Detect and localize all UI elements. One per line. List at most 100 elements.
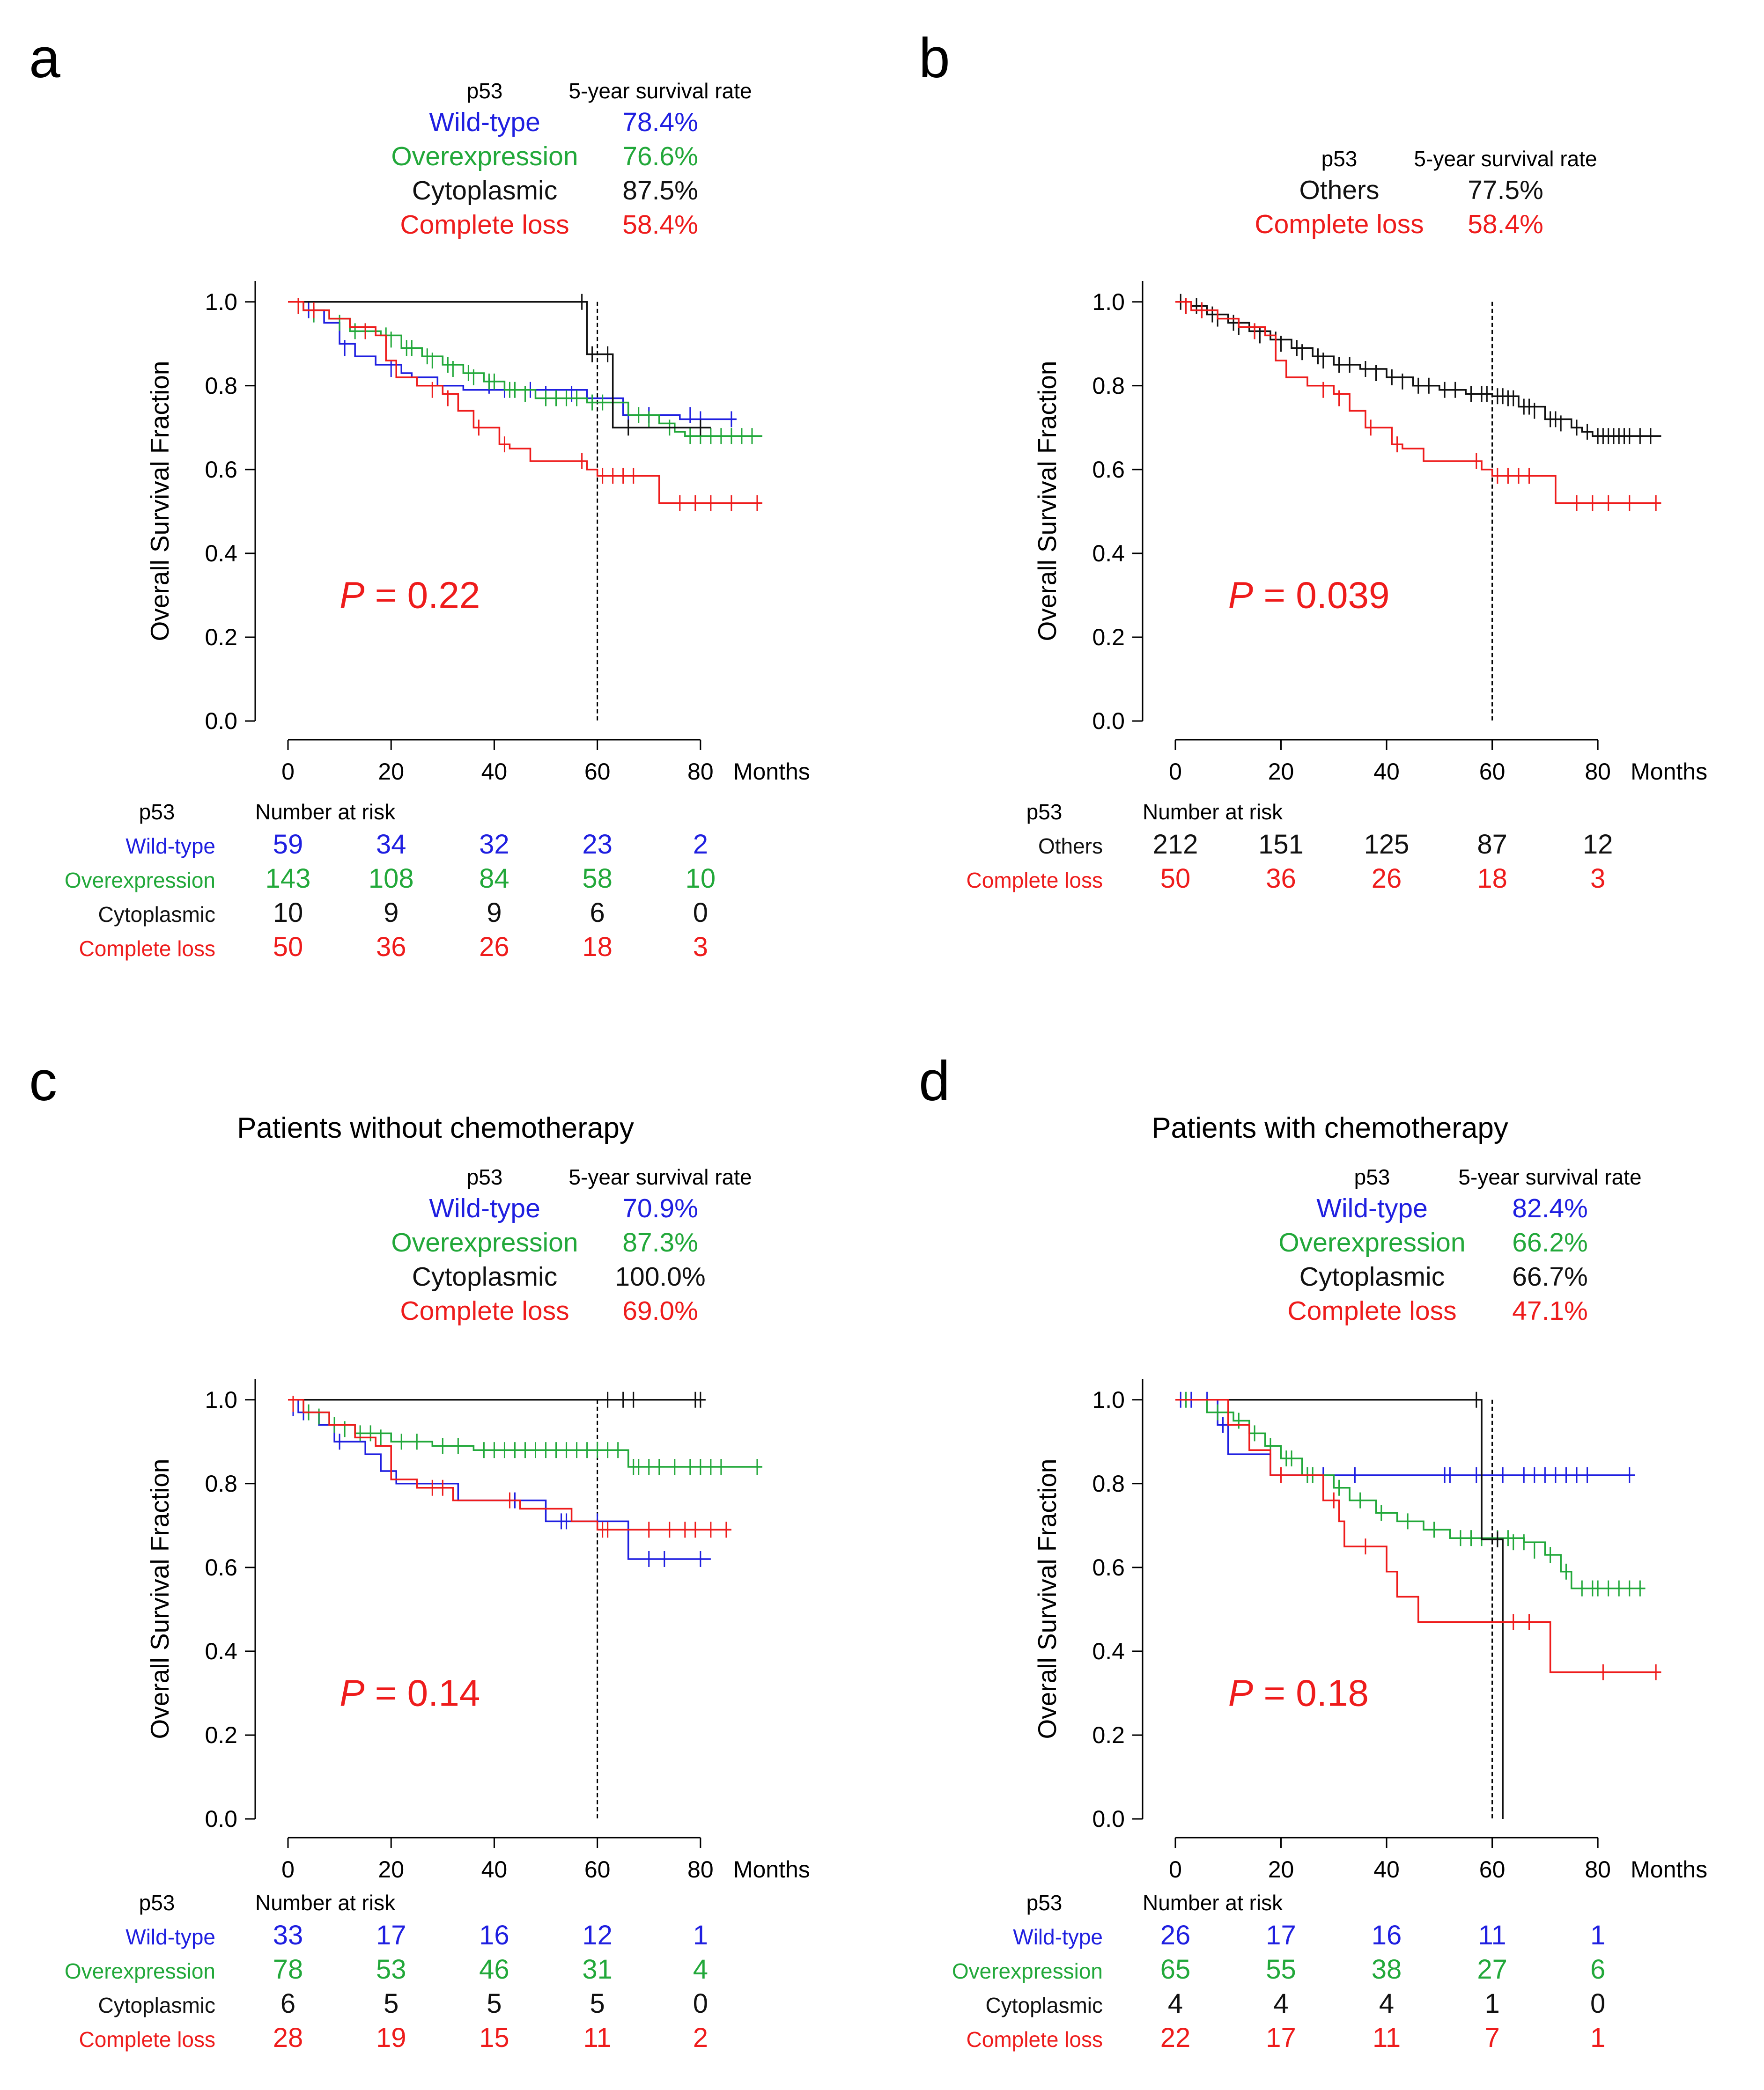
x-tick-label: 0 [1169, 758, 1182, 785]
y-tick-label: 0.8 [1092, 373, 1125, 399]
legend-entry-rate: 47.1% [1512, 1296, 1588, 1326]
x-tick-label: 40 [481, 758, 508, 785]
legend-entry-rate: 58.4% [1468, 209, 1543, 239]
risk-count: 4 [1379, 1988, 1394, 2019]
x-tick-label: 20 [1268, 1856, 1294, 1883]
panel-letter: b [919, 27, 950, 89]
legend-header-rate: 5-year survival rate [568, 79, 752, 103]
risk-count: 10 [686, 863, 716, 894]
risk-count: 0 [693, 898, 708, 928]
risk-count: 212 [1153, 829, 1198, 860]
legend-entry-name: Complete loss [400, 210, 569, 240]
risk-count: 0 [1590, 1988, 1605, 2019]
chart-title: Patients with chemotherapy [1151, 1112, 1508, 1144]
risk-count: 6 [1590, 1954, 1605, 1985]
legend-entry-name: Overexpression [1278, 1228, 1465, 1258]
x-tick-label: 60 [1479, 758, 1506, 785]
x-tick-label: 60 [584, 758, 611, 785]
p-value-number: = 0.18 [1253, 1672, 1369, 1714]
risk-count: 36 [376, 932, 406, 962]
x-axis-label: Months [733, 758, 810, 785]
y-tick-label: 1.0 [1092, 1387, 1125, 1413]
y-tick-label: 0.4 [1092, 1638, 1125, 1664]
risk-count: 11 [1373, 2023, 1401, 2053]
p-value-symbol: P [340, 574, 364, 616]
risk-count: 50 [1160, 863, 1191, 894]
legend-entry-name: Wild-type [429, 107, 540, 137]
survival-curve-loss [288, 301, 762, 504]
p-value-number: = 0.22 [364, 574, 480, 616]
legend-entry-rate: 66.2% [1512, 1228, 1588, 1258]
y-tick-label: 0.6 [1092, 1554, 1125, 1581]
risk-count: 22 [1160, 2023, 1191, 2053]
x-tick-label: 20 [1268, 758, 1294, 785]
risk-count: 2 [693, 829, 708, 860]
panel-a: a p53 5-year survival rate Wild-type 78.4% Ov… [29, 27, 810, 962]
legend-entry-rate: 70.9% [622, 1193, 698, 1223]
panel-d: d Patients with chemotherapy p53 5-year sur… [919, 1050, 1707, 2053]
legend-entry-name: Complete loss [1255, 209, 1424, 239]
legend-entry-rate: 66.7% [1512, 1262, 1588, 1292]
risk-count: 50 [273, 932, 303, 962]
number-at-risk-table: p53 Number at risk Others 212 151 125 87 12 Comp… [967, 800, 1613, 894]
risk-header-group: p53 [1026, 800, 1063, 824]
risk-count: 2 [693, 2023, 708, 2053]
x-tick-label: 60 [1479, 1856, 1506, 1883]
panel-c: c Patients without chemotherapy p53 5-year … [29, 1050, 810, 2053]
p-value-number: = 0.039 [1253, 574, 1389, 616]
legend: p53 5-year survival rate Wild-type 78.4% Ove… [391, 79, 752, 240]
risk-count: 16 [1372, 1920, 1402, 1950]
number-at-risk-table: p53 Number at risk Wild-type 59 34 32 23 2 Overe… [65, 800, 716, 962]
x-tick-label: 0 [281, 758, 295, 785]
y-tick-label: 0.6 [205, 1554, 237, 1581]
y-tick-label: 0.0 [205, 1806, 237, 1832]
y-tick-label: 0.6 [1092, 456, 1125, 483]
risk-count: 1 [1590, 2023, 1605, 2053]
y-tick-label: 0.0 [1092, 708, 1125, 734]
p-value: P = 0.039 [1228, 574, 1390, 616]
y-tick-label: 0.2 [205, 1722, 237, 1748]
survival-curve-wildtype [1175, 1399, 1635, 1476]
risk-count: 59 [273, 829, 303, 860]
risk-count: 26 [1372, 863, 1402, 894]
y-tick-label: 0.2 [1092, 1722, 1125, 1748]
legend-entry-rate: 77.5% [1468, 175, 1543, 205]
risk-count: 19 [376, 2023, 406, 2053]
legend-entry-rate: 87.5% [622, 176, 698, 206]
legend-header-group: p53 [1321, 147, 1358, 171]
survival-curve-loss [288, 1399, 731, 1531]
y-tick-label: 0.4 [1092, 540, 1125, 567]
risk-count: 143 [266, 863, 311, 894]
legend-header-rate: 5-year survival rate [568, 1165, 752, 1189]
x-tick-label: 80 [1585, 1856, 1611, 1883]
number-at-risk-table: p53 Number at risk Wild-type 33 17 16 12 1 Overe… [65, 1891, 708, 2053]
legend-entry-name: Complete loss [400, 1296, 569, 1326]
risk-count: 17 [376, 1920, 406, 1950]
legend-header-group: p53 [467, 79, 503, 103]
risk-header-title: Number at risk [255, 1891, 396, 1915]
y-tick-label: 0.2 [1092, 624, 1125, 650]
panel-b: b p53 5-year survival rate Others 77.5% Compl… [919, 27, 1707, 894]
legend-entry-name: Cytoplasmic [412, 1262, 557, 1292]
risk-row-label: Wild-type [125, 834, 215, 858]
risk-count: 53 [376, 1954, 406, 1985]
y-axis-label: Overall Survival Fraction [145, 1458, 174, 1739]
risk-count: 0 [693, 1988, 708, 2019]
risk-count: 6 [590, 898, 605, 928]
legend-header-group: p53 [467, 1165, 503, 1189]
risk-header-title: Number at risk [1143, 800, 1283, 824]
panel-letter: c [29, 1050, 57, 1112]
p-value-number: = 0.14 [364, 1672, 480, 1714]
risk-count: 108 [369, 863, 414, 894]
x-tick-label: 40 [481, 1856, 508, 1883]
risk-count: 1 [693, 1920, 708, 1950]
x-axis-label: Months [733, 1856, 810, 1883]
x-tick-label: 20 [378, 758, 404, 785]
y-tick-label: 0.4 [205, 1638, 237, 1664]
y-tick-label: 1.0 [205, 1387, 237, 1413]
y-tick-label: 0.6 [205, 456, 237, 483]
risk-row-label: Overexpression [65, 868, 215, 892]
risk-count: 33 [273, 1920, 303, 1950]
